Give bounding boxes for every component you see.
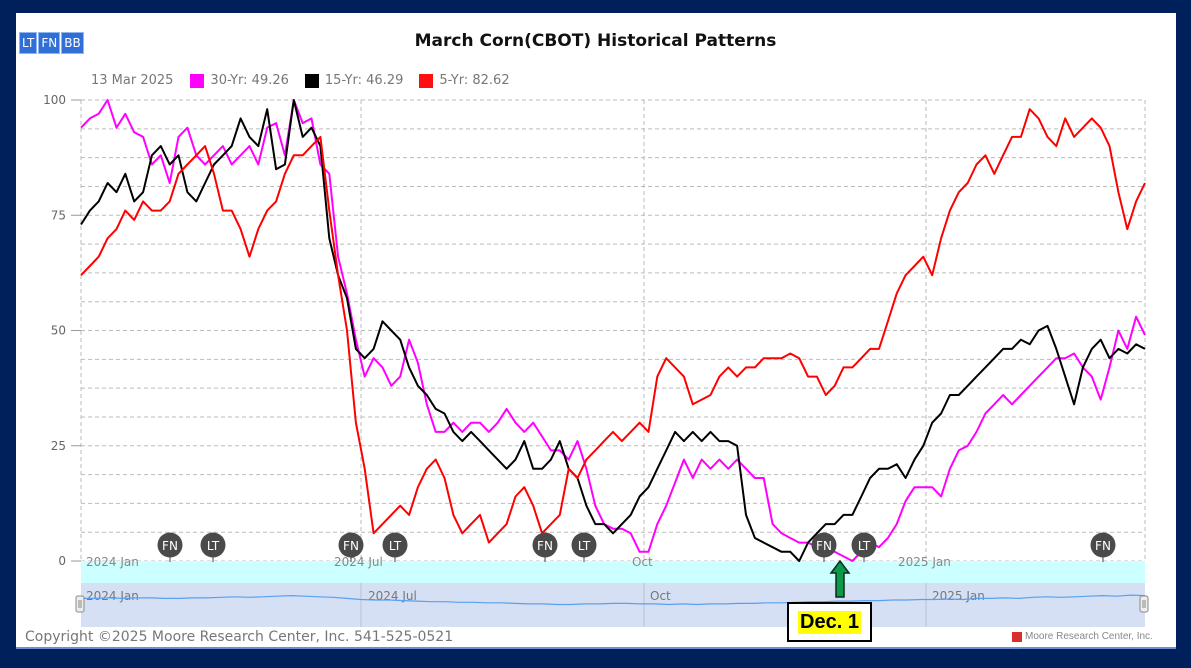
svg-text:2025 Jan: 2025 Jan <box>898 555 951 569</box>
legend-swatch-15yr <box>304 73 319 88</box>
event-markers: FN LT FN LT FN LT FN LT FN <box>157 532 1116 563</box>
svg-text:2024 Jul: 2024 Jul <box>334 555 383 569</box>
marker-lt[interactable]: LT <box>200 532 226 563</box>
fn-toggle-button[interactable]: FN <box>38 32 61 54</box>
legend-label-15yr: 15-Yr: 46.29 <box>324 73 404 88</box>
svg-text:50: 50 <box>51 324 66 338</box>
marker-lt[interactable]: LT <box>382 532 408 563</box>
svg-text:Oct: Oct <box>632 555 653 569</box>
svg-text:LT: LT <box>578 539 591 553</box>
series-15-yr <box>80 99 1146 562</box>
credit-link[interactable]: Moore Research Center, Inc. <box>1012 631 1153 642</box>
marker-fn[interactable]: FN <box>1090 532 1116 563</box>
moore-logo-icon <box>1012 631 1022 642</box>
y-axis: 0 25 50 75 100 <box>43 93 81 568</box>
marker-fn[interactable]: FN <box>811 532 837 563</box>
svg-text:FN: FN <box>537 539 553 553</box>
legend-item-30yr[interactable]: 30-Yr: 49.26 <box>190 73 289 88</box>
dec1-label: Dec. 1 <box>798 610 861 634</box>
bb-toggle-button[interactable]: BB <box>61 32 84 54</box>
x-axis-band <box>81 561 1145 583</box>
series-5-yr <box>80 108 1146 544</box>
legend: 13 Mar 2025 30-Yr: 49.26 15-Yr: 46.29 5-… <box>91 73 526 88</box>
svg-text:2024 Jan: 2024 Jan <box>86 589 139 603</box>
svg-text:FN: FN <box>816 539 832 553</box>
svg-text:FN: FN <box>343 539 359 553</box>
svg-text:LT: LT <box>207 539 220 553</box>
lt-toggle-button[interactable]: LT <box>19 32 38 54</box>
x-axis-labels: 2024 Jan 2024 Jul Oct 2025 Jan <box>86 555 951 569</box>
navigator[interactable]: 2024 Jan 2024 Jul Oct 2025 Jan <box>75 583 1149 627</box>
marker-lt[interactable]: LT <box>851 532 877 563</box>
legend-swatch-5yr <box>419 73 434 88</box>
legend-date: 13 Mar 2025 <box>91 73 174 88</box>
marker-fn[interactable]: FN <box>157 532 183 563</box>
dec1-arrow-icon <box>829 559 851 598</box>
legend-item-5yr[interactable]: 5-Yr: 82.62 <box>419 73 510 88</box>
svg-text:100: 100 <box>43 93 66 107</box>
svg-text:LT: LT <box>389 539 402 553</box>
svg-text:Oct: Oct <box>650 589 671 603</box>
series-lines <box>80 99 1146 562</box>
svg-text:LT: LT <box>858 539 871 553</box>
svg-text:FN: FN <box>162 539 178 553</box>
legend-label-5yr: 5-Yr: 82.62 <box>439 73 510 88</box>
grid-lines <box>80 99 1146 562</box>
chart-title: March Corn(CBOT) Historical Patterns <box>414 31 777 51</box>
credit-text: Moore Research Center, Inc. <box>1025 631 1153 642</box>
nav-handle-right[interactable] <box>1139 595 1149 613</box>
svg-text:25: 25 <box>51 439 66 453</box>
legend-label-30yr: 30-Yr: 49.26 <box>210 73 289 88</box>
series-30-yr <box>80 99 1146 562</box>
marker-fn[interactable]: FN <box>532 532 558 563</box>
dec1-callout: Dec. 1 <box>787 602 872 642</box>
copyright-text: Copyright ©2025 Moore Research Center, I… <box>25 629 454 645</box>
marker-lt[interactable]: LT <box>571 532 597 563</box>
legend-swatch-30yr <box>190 73 205 88</box>
svg-text:FN: FN <box>1095 539 1111 553</box>
nav-handle-left[interactable] <box>75 595 85 613</box>
svg-text:75: 75 <box>51 208 66 222</box>
svg-text:2024 Jan: 2024 Jan <box>86 555 139 569</box>
toolbar: LT FN BB <box>19 32 84 54</box>
marker-fn[interactable]: FN <box>338 532 364 563</box>
legend-item-15yr[interactable]: 15-Yr: 46.29 <box>304 73 404 88</box>
svg-text:0: 0 <box>58 554 66 568</box>
svg-text:2025 Jan: 2025 Jan <box>932 589 985 603</box>
